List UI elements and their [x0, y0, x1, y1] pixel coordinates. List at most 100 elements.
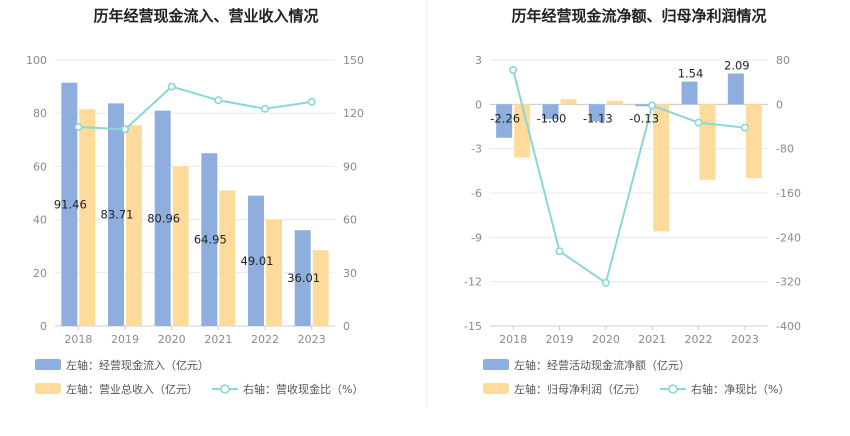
right-axis-tick-label: -80	[776, 143, 794, 156]
data-label: -1.00	[537, 111, 567, 125]
bar-series2-2022	[699, 104, 716, 180]
left-axis-tick-label: 20	[33, 267, 47, 280]
legend-swatch-marker	[668, 384, 678, 394]
bar-series1-2021	[201, 153, 218, 326]
legend-label: 左轴：经营活动现金流净额（亿元）	[514, 358, 690, 372]
line-point-2021	[648, 101, 657, 110]
x-axis-tick-label: 2019	[111, 333, 139, 346]
bar-series2-2020	[172, 166, 189, 326]
right-axis-tick-label: 80	[776, 54, 790, 67]
right-axis-tick-label: 120	[343, 107, 364, 120]
left-axis-tick-label: 40	[33, 214, 47, 227]
line-point-2018	[509, 65, 518, 74]
bar-series1-2021	[635, 104, 652, 107]
left-axis-tick-label: -15	[464, 320, 482, 333]
right-axis-tick-label: -400	[776, 320, 801, 333]
legend-label: 左轴：归母净利润（亿元）	[514, 382, 646, 396]
bar-series2-2023	[312, 250, 329, 326]
bar-series2-2018	[79, 109, 96, 327]
bar-series1-2019	[542, 104, 559, 120]
legend-label: 左轴：经营现金流入（亿元）	[66, 358, 209, 372]
legend-swatch	[35, 359, 61, 370]
left-axis-tick-label: 0	[475, 98, 482, 111]
x-axis-tick-label: 2020	[592, 333, 620, 346]
line-point-2021	[214, 96, 223, 105]
right-axis-tick-label: -160	[776, 187, 801, 200]
x-axis-tick-label: 2018	[499, 333, 527, 346]
x-axis-tick-label: 2022	[251, 333, 279, 346]
bar-series1-2022	[248, 195, 264, 326]
bar-series2-2020	[606, 100, 623, 105]
chart-title: 历年经营现金流净额、归母净利润情况	[511, 7, 766, 25]
x-axis-tick-label: 2023	[731, 333, 759, 346]
right-axis-tick-label: 0	[776, 98, 783, 111]
line-point-2023	[307, 97, 316, 106]
line-series	[78, 85, 312, 131]
left-axis-tick-label: 100	[26, 54, 47, 67]
right-axis-tick-label: 0	[343, 320, 350, 333]
data-label: 80.96	[147, 211, 180, 225]
chart-panel-2: 历年经营现金流净额、归母净利润情况 -15 -12 -9 -6 -3 0 3 -400 -320 -…	[464, 7, 801, 396]
bar-series1-2023	[294, 230, 311, 326]
right-axis-tick-label: -320	[776, 276, 801, 289]
chart-title: 历年经营现金流入、营业收入情况	[93, 7, 318, 25]
legend-label: 左轴：营业总收入（亿元）	[66, 382, 198, 396]
left-axis-tick-label: -9	[471, 231, 482, 244]
left-axis-tick-label: 0	[40, 320, 47, 333]
line-point-2020	[601, 278, 610, 287]
x-axis-tick-label: 2021	[204, 333, 232, 346]
data-label: 64.95	[194, 233, 227, 247]
x-axis-tick-label: 2021	[638, 333, 666, 346]
bar-series1-2020	[588, 104, 605, 122]
right-axis-tick-label: 90	[343, 160, 357, 173]
left-axis-tick-label: 60	[33, 160, 47, 173]
legend-swatch-marker	[220, 384, 230, 394]
right-axis-tick-label: -240	[776, 231, 801, 244]
data-label: 83.71	[101, 208, 134, 222]
chart-panel-1: 历年经营现金流入、营业收入情况 0 20 40 60 80 100 0 30 60 90 120 150…	[26, 7, 364, 396]
x-axis-tick-label: 2023	[298, 333, 326, 346]
line-point-2020	[167, 82, 176, 91]
bar-series2-2021	[219, 190, 236, 326]
bar-series1-2019	[108, 103, 124, 327]
line-point-2023	[740, 123, 749, 132]
legend-swatch	[35, 383, 61, 394]
bar-series2-2021	[653, 104, 670, 232]
data-label: 36.01	[287, 271, 320, 285]
legend-swatch	[483, 383, 509, 394]
legend-swatch	[483, 359, 509, 370]
bar-series2-2019	[560, 99, 577, 105]
right-axis-tick-label: 60	[343, 214, 357, 227]
left-axis-tick-label: 3	[475, 54, 482, 67]
right-axis-tick-label: 150	[343, 54, 364, 67]
legend-label: 右轴：净现比（%）	[691, 382, 789, 396]
data-label: -1.13	[583, 111, 613, 125]
legend-label: 右轴：营收现金比（%）	[243, 382, 363, 396]
x-axis-tick-label: 2020	[158, 333, 186, 346]
right-axis-tick-label: 30	[343, 267, 357, 280]
bar-series2-2023	[745, 104, 762, 179]
line-point-2019	[555, 247, 564, 256]
left-axis-tick-label: -12	[464, 276, 482, 289]
bar-series2-2022	[266, 219, 282, 326]
line-point-2019	[121, 125, 130, 134]
bar-series1-2018	[61, 82, 78, 326]
line-point-2022	[260, 104, 269, 113]
data-label: -0.13	[629, 111, 659, 125]
line-point-2018	[74, 123, 83, 132]
data-label: 91.46	[54, 197, 87, 211]
data-label: 49.01	[241, 254, 274, 268]
bar-series2-2019	[126, 125, 142, 326]
left-axis-tick-label: -3	[471, 143, 482, 156]
data-label: -2.26	[490, 111, 520, 125]
x-axis-tick-label: 2018	[64, 333, 92, 346]
line-series	[512, 69, 745, 285]
bar-series1-2018	[496, 104, 513, 138]
data-label: 1.54	[678, 67, 704, 81]
left-axis-tick-label: -6	[471, 187, 482, 200]
bar-series1-2023	[727, 73, 744, 105]
line-point-2022	[694, 118, 703, 127]
left-axis-tick-label: 80	[33, 107, 47, 120]
